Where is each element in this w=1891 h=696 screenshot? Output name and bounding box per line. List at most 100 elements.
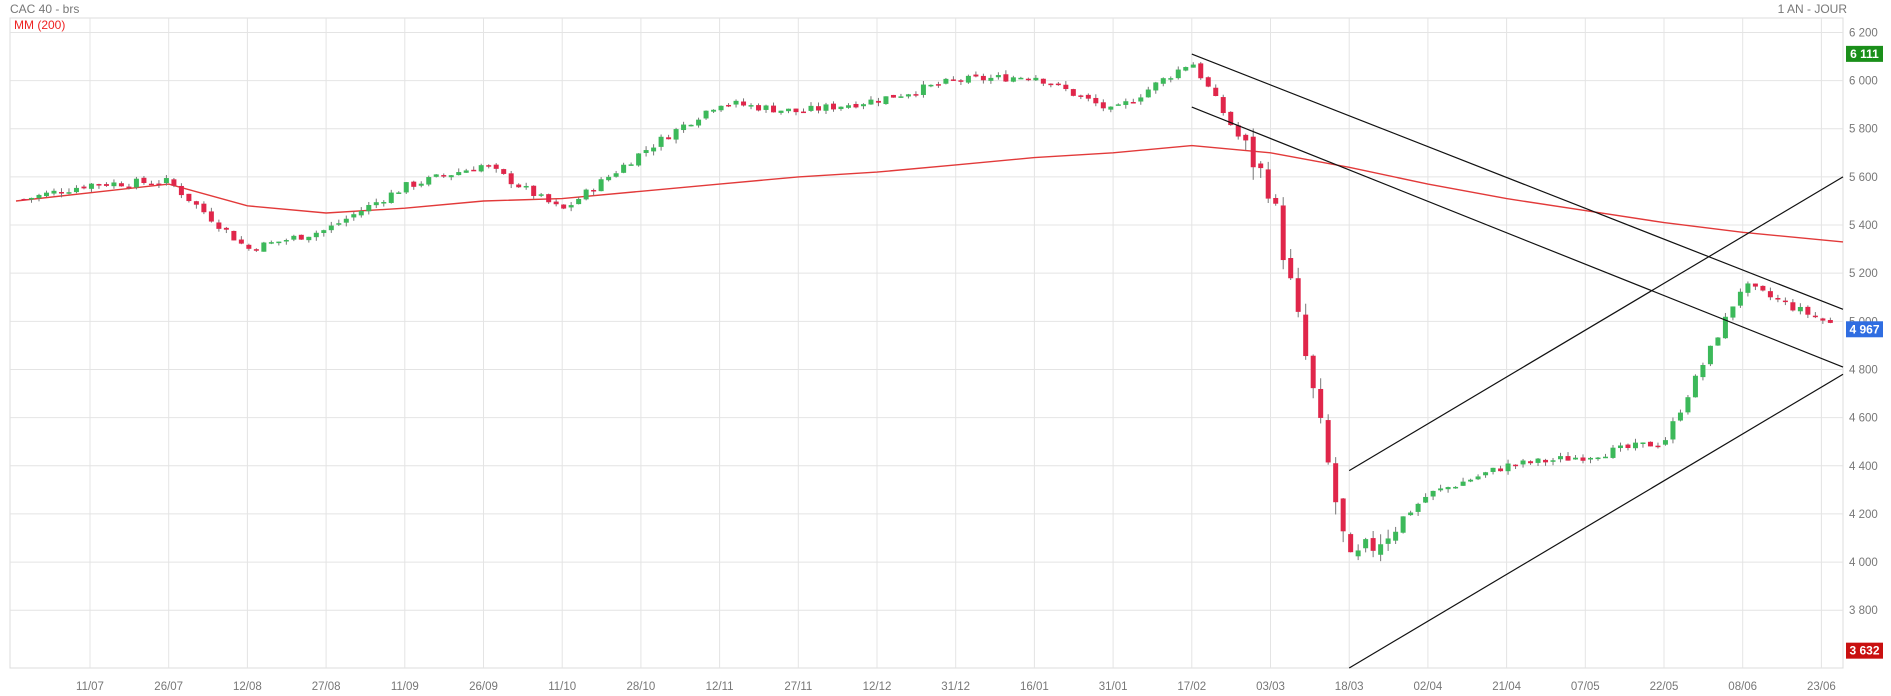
x-tick-label: 11/09 [391,681,419,693]
y-tick-label: 3 800 [1849,605,1878,617]
candle-down [1078,95,1084,97]
candle-up [1677,412,1683,421]
moving-average-layer [15,144,1844,243]
plot-frame [9,17,1844,669]
x-tick-label: 28/10 [627,681,656,693]
candle-down [1243,134,1249,141]
candle-up [1175,69,1181,79]
candle-up [1018,77,1024,80]
candle-down [726,104,732,107]
candle-up [523,185,529,188]
candle-down [1498,468,1504,472]
candle-up [583,189,589,200]
candle-up [1602,456,1608,459]
candle-down [1310,355,1316,389]
candle-up [1153,82,1159,91]
candle-up [1505,463,1511,472]
candle-up [651,147,657,152]
candle-down [1333,463,1339,503]
candle-up [1460,481,1466,486]
candle-down [1782,300,1788,303]
candle-down [178,185,184,196]
candle-down [141,177,147,183]
x-tick-label: 23/06 [1807,681,1836,693]
candle-down [501,169,507,174]
candle-down [1250,136,1256,168]
candle-up [313,232,319,238]
candle-down [1775,297,1781,300]
y-tick-label: 5 600 [1849,172,1878,184]
candle-up [36,194,42,199]
candle-up [1355,550,1361,557]
x-tick-label: 16/01 [1020,681,1049,693]
candle-down [1280,205,1286,261]
candle-down [171,179,177,186]
candle-down [1790,302,1796,311]
candle-up [1595,457,1601,460]
candle-up [1483,472,1489,476]
candle-down [1085,94,1091,99]
candle-down [118,183,124,187]
candle-up [598,179,604,192]
candle-up [1393,531,1399,541]
candle-up [928,84,934,87]
trendline [1191,106,1844,368]
candle-up [1700,365,1706,378]
candle-down [741,101,747,106]
candle-down [1288,258,1294,279]
x-tick-label: 17/02 [1177,681,1206,693]
candle-up [1730,306,1736,318]
candle-up [628,164,634,166]
candle-up [1445,487,1451,490]
candle-down [980,75,986,81]
candle-down [1513,464,1519,467]
candle-down [238,239,244,244]
candle-down [1655,445,1661,448]
candle-up [696,119,702,126]
candle-down [148,183,154,186]
candle-up [1610,447,1616,458]
candle-up [718,105,724,111]
candle-up [1737,291,1743,306]
candle-up [283,240,289,242]
candle-up [711,109,717,112]
candle-up [1408,512,1414,516]
candle-down [561,204,567,209]
candle-up [995,75,1001,78]
candle-down [1025,78,1031,81]
candle-up [943,78,949,84]
candle-up [463,170,469,173]
candle-up [1138,97,1144,102]
candle-down [193,201,199,205]
candle-down [666,137,672,140]
x-tick-label: 26/07 [154,681,183,693]
candle-down [1767,291,1773,298]
candle-down [1235,125,1241,137]
candle-down [553,201,559,205]
trendlines-layer [1191,53,1844,669]
x-tick-label: 21/04 [1492,681,1521,693]
x-tick-label: 27/11 [784,681,812,693]
candle-up [1033,77,1039,81]
candle-down [1003,74,1009,82]
candle-down [958,80,964,82]
candle-up [1183,67,1189,71]
indicator-label: MM (200) [14,18,65,32]
y-tick-label: 5 400 [1849,220,1878,232]
candle-down [1220,97,1226,114]
candle-up [1535,458,1541,463]
candle-up [321,230,327,233]
candle-down [1295,278,1301,312]
candle-up [276,241,282,244]
candle-down [973,74,979,77]
candle-up [1797,306,1803,312]
candle-up [673,129,679,140]
candle-down [1370,538,1376,551]
candle-up [838,106,844,110]
candle-down [1543,459,1549,463]
candle-up [1722,316,1728,339]
candle-down [58,192,64,194]
candle-up [336,223,342,225]
candle-down [1063,84,1069,90]
candle-up [66,192,72,194]
